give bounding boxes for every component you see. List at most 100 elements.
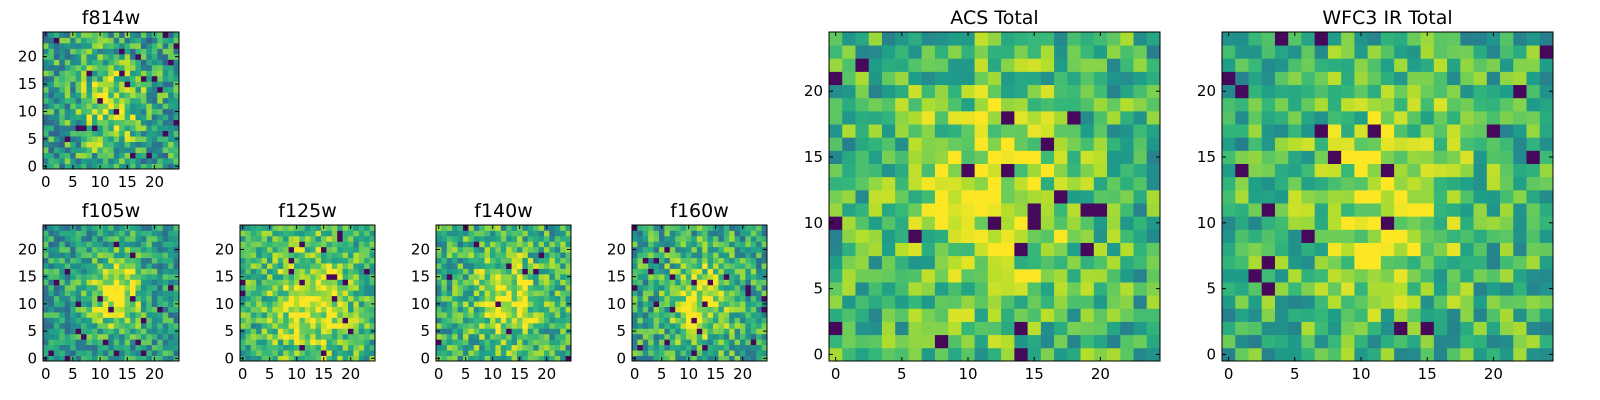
heatmap-cell [1288,282,1302,296]
heatmap-cell [130,152,136,159]
heatmap-cell [664,279,671,286]
heatmap-cell [495,252,502,259]
y-tick-label: 15 [18,268,37,286]
heatmap-cell [321,328,327,335]
heatmap-cell [1354,347,1369,362]
heatmap-cell [1120,97,1134,112]
heatmap-cell [1473,268,1488,283]
heatmap-cell [457,317,464,324]
heatmap-cell [463,257,469,264]
heatmap-cell [527,295,534,302]
heatmap-cell [64,114,71,121]
heatmap-cell [659,322,665,329]
heatmap-cell [331,252,338,259]
heatmap-cell [511,344,518,351]
heatmap-cell [729,273,735,280]
heatmap-cell [283,268,289,275]
heatmap-cell [1235,163,1249,178]
heatmap-cell [713,257,719,264]
heatmap-cell [522,344,529,351]
heatmap-cell [168,114,174,121]
heatmap-cell [745,273,752,280]
heatmap-cell [484,339,491,346]
heatmap-cell [756,295,762,302]
y-tick-label: 20 [18,48,37,66]
heatmap-cell [140,103,147,110]
heatmap-cell [1354,334,1369,349]
heatmap-cell [1107,347,1121,362]
heatmap-cell [436,268,442,275]
heatmap-cell [168,252,174,259]
heatmap-cell [560,333,566,340]
heatmap-cell [130,141,136,148]
heatmap-cell [113,42,120,49]
heatmap-cell [294,252,300,259]
heatmap-cell [321,312,327,318]
heatmap-cell [664,312,671,318]
heatmap-cell [299,295,306,302]
heatmap-cell [157,263,164,269]
heatmap-cell [91,42,98,49]
heatmap-cell [108,147,115,153]
heatmap-cell [1473,189,1488,204]
heatmap-cell [135,306,142,313]
heatmap-cell [554,350,561,356]
heatmap-cell [549,225,556,231]
heatmap-cell [441,241,448,248]
heatmap-cell [702,328,708,335]
heatmap-cell [369,257,376,264]
heatmap-cell [680,339,687,346]
heatmap-cell [348,252,354,259]
heatmap-cell [436,306,442,313]
heatmap-cell [664,333,671,340]
heatmap-cell [337,312,343,318]
heatmap-cell [696,241,703,248]
heatmap-cell [948,163,962,178]
heatmap-cell [490,350,496,356]
heatmap-cell [1486,268,1501,283]
heatmap-cell [1222,295,1236,309]
heatmap-cell [162,125,169,132]
heatmap-cell [168,246,174,253]
x-tick-label: 15 [706,365,725,383]
heatmap-cell [70,328,77,335]
heatmap-cell [506,268,512,275]
heatmap-cell [842,163,856,178]
heatmap-cell [64,86,71,93]
heatmap-cell [358,230,365,237]
heatmap-cell [348,284,354,291]
heatmap-cell [1354,58,1369,72]
heatmap-cell [288,301,295,307]
heatmap-cell [108,263,115,269]
heatmap-cell [337,252,343,259]
heatmap-cell [113,125,120,132]
heatmap-cell [140,295,147,302]
heatmap-cell [511,306,518,313]
heatmap-cell [533,328,539,335]
heatmap-cell [479,230,485,237]
heatmap-cell [696,268,703,275]
heatmap-cell [173,295,180,302]
heatmap-cell [86,312,93,318]
heatmap-cell [337,257,343,264]
heatmap-cell [157,328,164,335]
heatmap-cell [59,279,66,286]
heatmap-cell [146,147,153,153]
heatmap-cell [81,235,87,242]
heatmap-cell [75,103,82,110]
heatmap-cell [1133,347,1148,362]
heatmap-cell [53,53,60,60]
heatmap-cell [53,103,60,110]
heatmap-cell [1274,308,1289,322]
heatmap-cell [1120,71,1134,86]
heatmap-cell [463,273,469,280]
heatmap-cell [1133,242,1148,257]
heatmap-cell [718,328,725,335]
heatmap-cell [1120,334,1134,349]
heatmap-cell [987,84,1002,99]
heatmap-cell [119,141,125,148]
heatmap-cell [1394,216,1408,230]
heatmap-cell [146,263,153,269]
heatmap-cell [1500,229,1514,243]
heatmap-cell [1433,137,1448,151]
